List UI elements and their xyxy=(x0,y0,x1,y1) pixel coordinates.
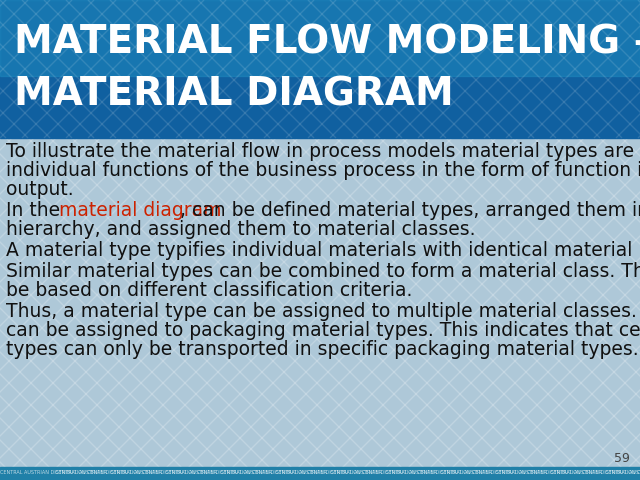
Bar xyxy=(0,0,640,76)
Text: MATERIAL DIAGRAM: MATERIAL DIAGRAM xyxy=(14,76,454,114)
Text: CENTRAL AUSTRIAN DISTRIBUTION CENTER: CENTRAL AUSTRIAN DISTRIBUTION CENTER xyxy=(495,470,602,476)
Text: output.: output. xyxy=(6,180,74,199)
Bar xyxy=(0,467,640,480)
Text: CENTRAL AUSTRIAN DISTRIBUTION CENTER: CENTRAL AUSTRIAN DISTRIBUTION CENTER xyxy=(550,470,640,476)
Text: In the: In the xyxy=(6,201,66,220)
Text: To illustrate the material flow in process models material types are allocated t: To illustrate the material flow in proce… xyxy=(6,142,640,161)
Text: CENTRAL AUSTRIAN DISTRIBUTION CENTER: CENTRAL AUSTRIAN DISTRIBUTION CENTER xyxy=(330,470,437,476)
Text: can be assigned to packaging material types. This indicates that certain materia: can be assigned to packaging material ty… xyxy=(6,321,640,340)
Text: material diagram: material diagram xyxy=(59,201,221,220)
Text: CENTRAL AUSTRIAN DISTRIBUTION CENTER: CENTRAL AUSTRIAN DISTRIBUTION CENTER xyxy=(440,470,547,476)
Text: CENTRAL AUSTRIAN DISTRIBUTION CENTER: CENTRAL AUSTRIAN DISTRIBUTION CENTER xyxy=(605,470,640,476)
Text: CENTRAL AUSTRIAN DISTRIBUTION CENTER: CENTRAL AUSTRIAN DISTRIBUTION CENTER xyxy=(55,470,162,476)
Text: Thus, a material type can be assigned to multiple material classes. Material typ: Thus, a material type can be assigned to… xyxy=(6,302,640,321)
Text: CENTRAL AUSTRIAN DISTRIBUTION CENTER: CENTRAL AUSTRIAN DISTRIBUTION CENTER xyxy=(0,470,107,476)
Text: hierarchy, and assigned them to material classes.: hierarchy, and assigned them to material… xyxy=(6,220,476,239)
Text: CENTRAL AUSTRIAN DISTRIBUTION CENTER: CENTRAL AUSTRIAN DISTRIBUTION CENTER xyxy=(165,470,272,476)
Text: be based on different classification criteria.: be based on different classification cri… xyxy=(6,281,412,300)
Text: CENTRAL AUSTRIAN DISTRIBUTION CENTER: CENTRAL AUSTRIAN DISTRIBUTION CENTER xyxy=(110,470,217,476)
Text: CENTRAL AUSTRIAN DISTRIBUTION CENTER: CENTRAL AUSTRIAN DISTRIBUTION CENTER xyxy=(385,470,492,476)
Text: CENTRAL AUSTRIAN DISTRIBUTION CENTER: CENTRAL AUSTRIAN DISTRIBUTION CENTER xyxy=(220,470,327,476)
Text: Similar material types can be combined to form a material class. The similarity : Similar material types can be combined t… xyxy=(6,262,640,281)
Text: , can be defined material types, arranged them in a: , can be defined material types, arrange… xyxy=(180,201,640,220)
Text: CENTRAL AUSTRIAN DISTRIBUTION CENTER: CENTRAL AUSTRIAN DISTRIBUTION CENTER xyxy=(275,470,382,476)
Text: individual functions of the business process in the form of function input or: individual functions of the business pro… xyxy=(6,161,640,180)
Text: MATERIAL FLOW MODELING –: MATERIAL FLOW MODELING – xyxy=(14,23,640,61)
Text: types can only be transported in specific packaging material types.: types can only be transported in specifi… xyxy=(6,340,639,359)
Text: 59: 59 xyxy=(614,452,630,465)
Text: A material type typifies individual materials with identical material properties: A material type typifies individual mate… xyxy=(6,241,640,260)
Bar xyxy=(0,0,640,138)
